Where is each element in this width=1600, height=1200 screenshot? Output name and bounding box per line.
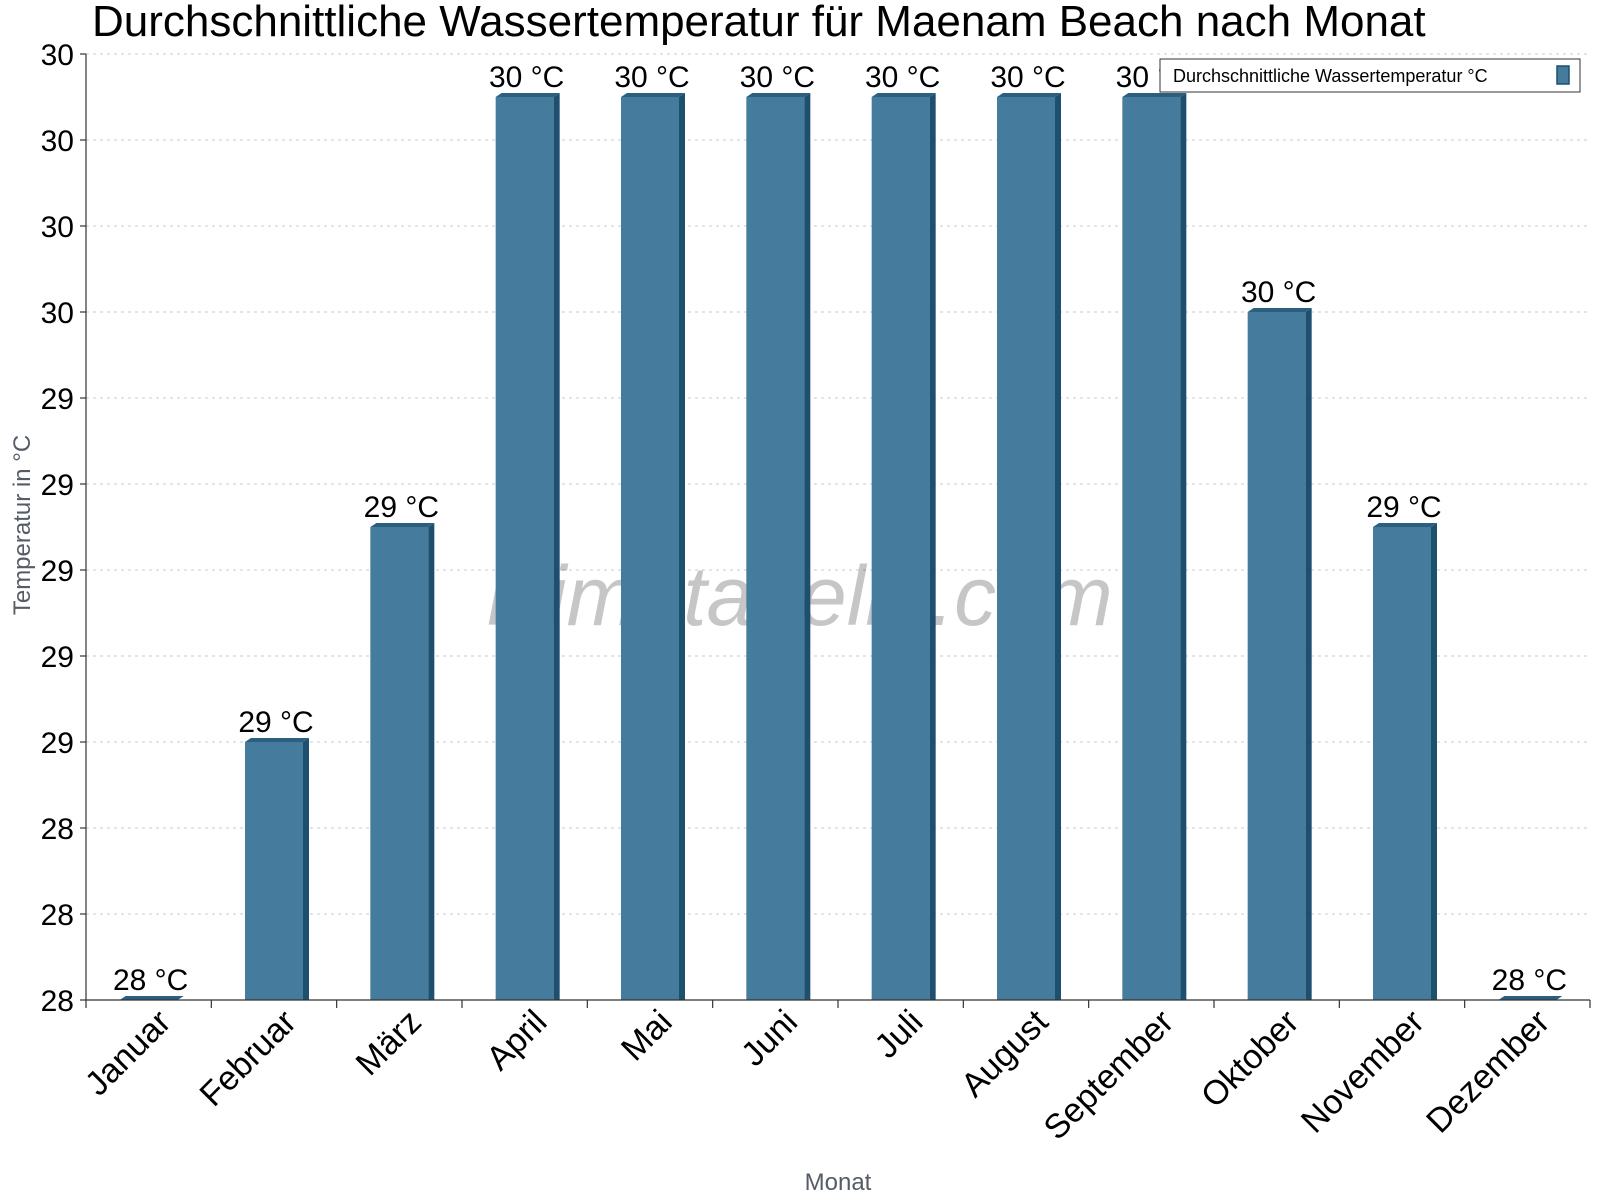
bar-november: [1373, 523, 1437, 1000]
y-tick-label: 28: [41, 813, 74, 846]
bar-front: [370, 527, 429, 1000]
data-label: 28 °C: [1492, 964, 1567, 997]
bar-front: [495, 97, 554, 1000]
x-tick-label: März: [349, 1003, 429, 1083]
data-label: 30 °C: [990, 61, 1065, 94]
y-tick-label: 29: [41, 727, 74, 760]
x-tick-label: August: [954, 1002, 1056, 1104]
bar-april: [495, 93, 560, 1000]
data-label: 30 °C: [614, 61, 689, 94]
bar-side: [1055, 93, 1061, 1000]
bar-top: [1498, 996, 1563, 1000]
x-tick-label: Juli: [867, 1003, 930, 1066]
y-tick-label: 30: [41, 297, 74, 330]
legend: Durchschnittliche Wassertemperatur °C: [1159, 58, 1581, 93]
bar-front: [1247, 312, 1306, 1000]
bar-front: [245, 742, 303, 1000]
bars: [119, 93, 1563, 1000]
data-label: 29 °C: [238, 706, 313, 739]
bar-top: [119, 996, 184, 1000]
bar-oktober: [1247, 308, 1312, 1000]
bar-top: [245, 738, 309, 742]
data-label: 30 °C: [865, 61, 940, 94]
x-tick-label: Januar: [78, 1003, 178, 1103]
x-tick-label: November: [1294, 1003, 1432, 1141]
y-tick-label: 29: [41, 641, 74, 674]
y-axis-label: Temperatur in °C: [9, 435, 36, 615]
data-label: 28 °C: [113, 964, 188, 997]
y-tick-label: 30: [41, 125, 74, 158]
y-tick-label: 29: [41, 469, 74, 502]
data-label: 30 °C: [489, 61, 564, 94]
x-tick-label: April: [479, 1003, 554, 1078]
y-tick-labels: 28 28 28 29 29 29 29 29 30 30 30 30: [41, 39, 74, 1018]
bar-august: [997, 93, 1061, 1000]
y-tick-label: 30: [41, 211, 74, 244]
legend-label: Durchschnittliche Wassertemperatur °C: [1173, 66, 1488, 86]
data-label: 30 °C: [740, 61, 815, 94]
bar-front: [997, 97, 1055, 1000]
axes: [80, 53, 1591, 1008]
bar-top: [1247, 308, 1312, 312]
y-tick-label: 29: [41, 383, 74, 416]
bar-top: [746, 93, 811, 97]
bar-top: [370, 523, 435, 527]
bar-side: [303, 738, 309, 1000]
y-tick-label: 30: [41, 39, 74, 72]
x-tick-label: Mai: [614, 1003, 680, 1069]
y-tick-label: 28: [41, 899, 74, 932]
bar-front: [621, 97, 679, 1000]
bar-front: [871, 97, 930, 1000]
bar-februar: [245, 738, 309, 1000]
bar-side: [553, 93, 560, 1000]
bar-front: [746, 97, 805, 1000]
legend-swatch: [1556, 65, 1570, 85]
bar-top: [1373, 523, 1437, 527]
x-tick-label: Oktober: [1194, 1003, 1306, 1115]
bar-mai: [621, 93, 685, 1000]
x-tick-label: Juni: [734, 1003, 805, 1074]
data-label: 29 °C: [364, 491, 439, 524]
bar-top: [1122, 93, 1187, 97]
data-label: 29 °C: [1366, 491, 1441, 524]
x-tick-label: Dezember: [1419, 1003, 1557, 1141]
x-tick-labels: Januar Februar März April Mai Juni Juli AugustS…: [78, 1002, 1557, 1147]
x-tick-label: Februar: [193, 1003, 304, 1114]
bar-top: [871, 93, 936, 97]
bar-front: [1122, 97, 1181, 1000]
y-tick-label: 29: [41, 555, 74, 588]
bar-dezember: [1498, 996, 1563, 1000]
bar-side: [929, 93, 936, 1000]
bar-top: [997, 93, 1061, 97]
bar-side: [1305, 308, 1312, 1000]
bar-side: [804, 93, 811, 1000]
bar-september: [1122, 93, 1187, 1000]
chart-title: Durchschnittliche Wassertemperatur für M…: [92, 0, 1426, 46]
y-tick-label: 28: [41, 985, 74, 1018]
bar-märz: [370, 523, 435, 1000]
bar-top: [495, 93, 560, 97]
bar-juli: [871, 93, 936, 1000]
bar-top: [621, 93, 685, 97]
bar-side: [428, 523, 435, 1000]
grid-lines: [86, 53, 1590, 915]
bar-side: [1431, 523, 1437, 1000]
x-tick-label: September: [1037, 1003, 1181, 1147]
bar-front: [1373, 527, 1431, 1000]
bar-side: [679, 93, 685, 1000]
bar-juni: [746, 93, 811, 1000]
bar-side: [1180, 93, 1187, 1000]
x-axis-label: Monat: [805, 1169, 872, 1196]
data-label: 30 °C: [1241, 276, 1316, 309]
bar-januar: [119, 996, 184, 1000]
legend-box: [1159, 58, 1581, 93]
data-labels: 28 °C 29 °C 29 °C 30 °C 30 °C 30 °C 30 °C 30 °C…: [113, 61, 1567, 997]
